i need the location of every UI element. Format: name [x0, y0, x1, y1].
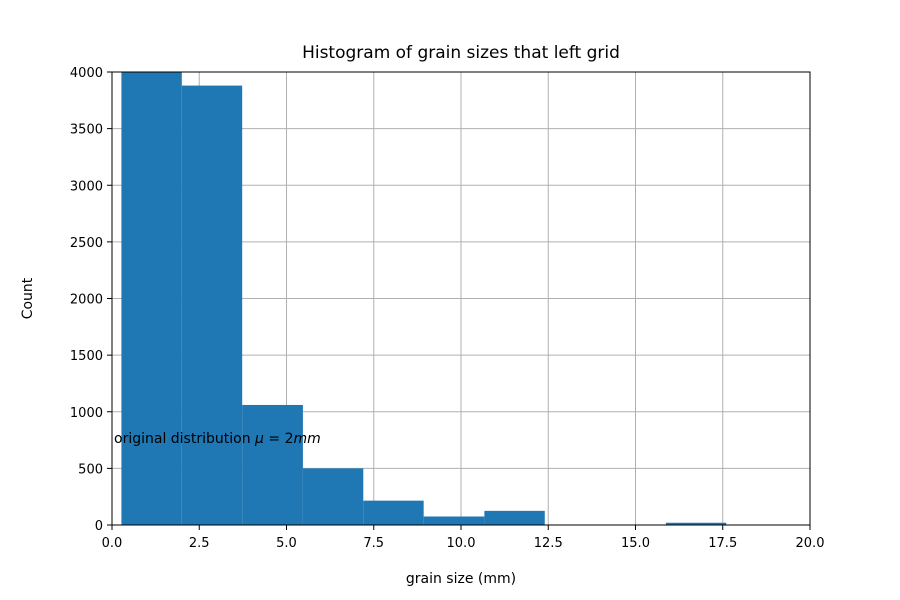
y-axis-label: Count [20, 277, 36, 319]
y-tick-label: 0 [95, 519, 103, 534]
y-tick-label: 2500 [70, 236, 103, 251]
histogram-bar [121, 72, 182, 525]
y-tick-label: 4000 [70, 66, 103, 81]
x-tick-label: 15.0 [621, 536, 650, 551]
annotation-mu: μ [254, 431, 264, 447]
y-tick-label: 500 [78, 462, 103, 477]
x-tick-label: 20.0 [796, 536, 825, 551]
y-tick-label: 3500 [70, 123, 103, 138]
x-tick-label: 10.0 [447, 536, 476, 551]
histogram-bar [242, 404, 303, 525]
y-tick-label: 1500 [70, 349, 103, 364]
y-tick-label: 2000 [70, 293, 103, 308]
axis-ticks: 0.0 2.5 5.0 7.5 10.0 12.5 15.0 17.5 20.0 0 500 1000… [70, 66, 825, 551]
x-tick-label: 17.5 [708, 536, 737, 551]
histogram-bars [121, 72, 727, 525]
x-tick-label: 5.0 [276, 536, 297, 551]
distribution-annotation: original distribution μ = 2mm [114, 431, 321, 447]
histogram-bar [665, 522, 727, 525]
histogram-bar [181, 85, 243, 525]
annotation-eq: = 2 [264, 431, 294, 447]
y-tick-label: 1000 [70, 406, 103, 421]
histogram-bar [302, 468, 364, 525]
annotation-prefix: original distribution [114, 431, 255, 447]
x-tick-label: 7.5 [363, 536, 384, 551]
histogram-bar [423, 516, 485, 525]
x-tick-label: 12.5 [534, 536, 563, 551]
histogram-bar [363, 500, 424, 525]
x-tick-label: 0.0 [102, 536, 123, 551]
y-tick-label: 3000 [70, 179, 103, 194]
x-axis-label: grain size (mm) [406, 571, 516, 587]
x-tick-label: 2.5 [189, 536, 210, 551]
histogram-bar [484, 510, 545, 525]
chart-title: Histogram of grain sizes that left grid [302, 43, 620, 63]
annotation-unit: mm [293, 431, 320, 447]
